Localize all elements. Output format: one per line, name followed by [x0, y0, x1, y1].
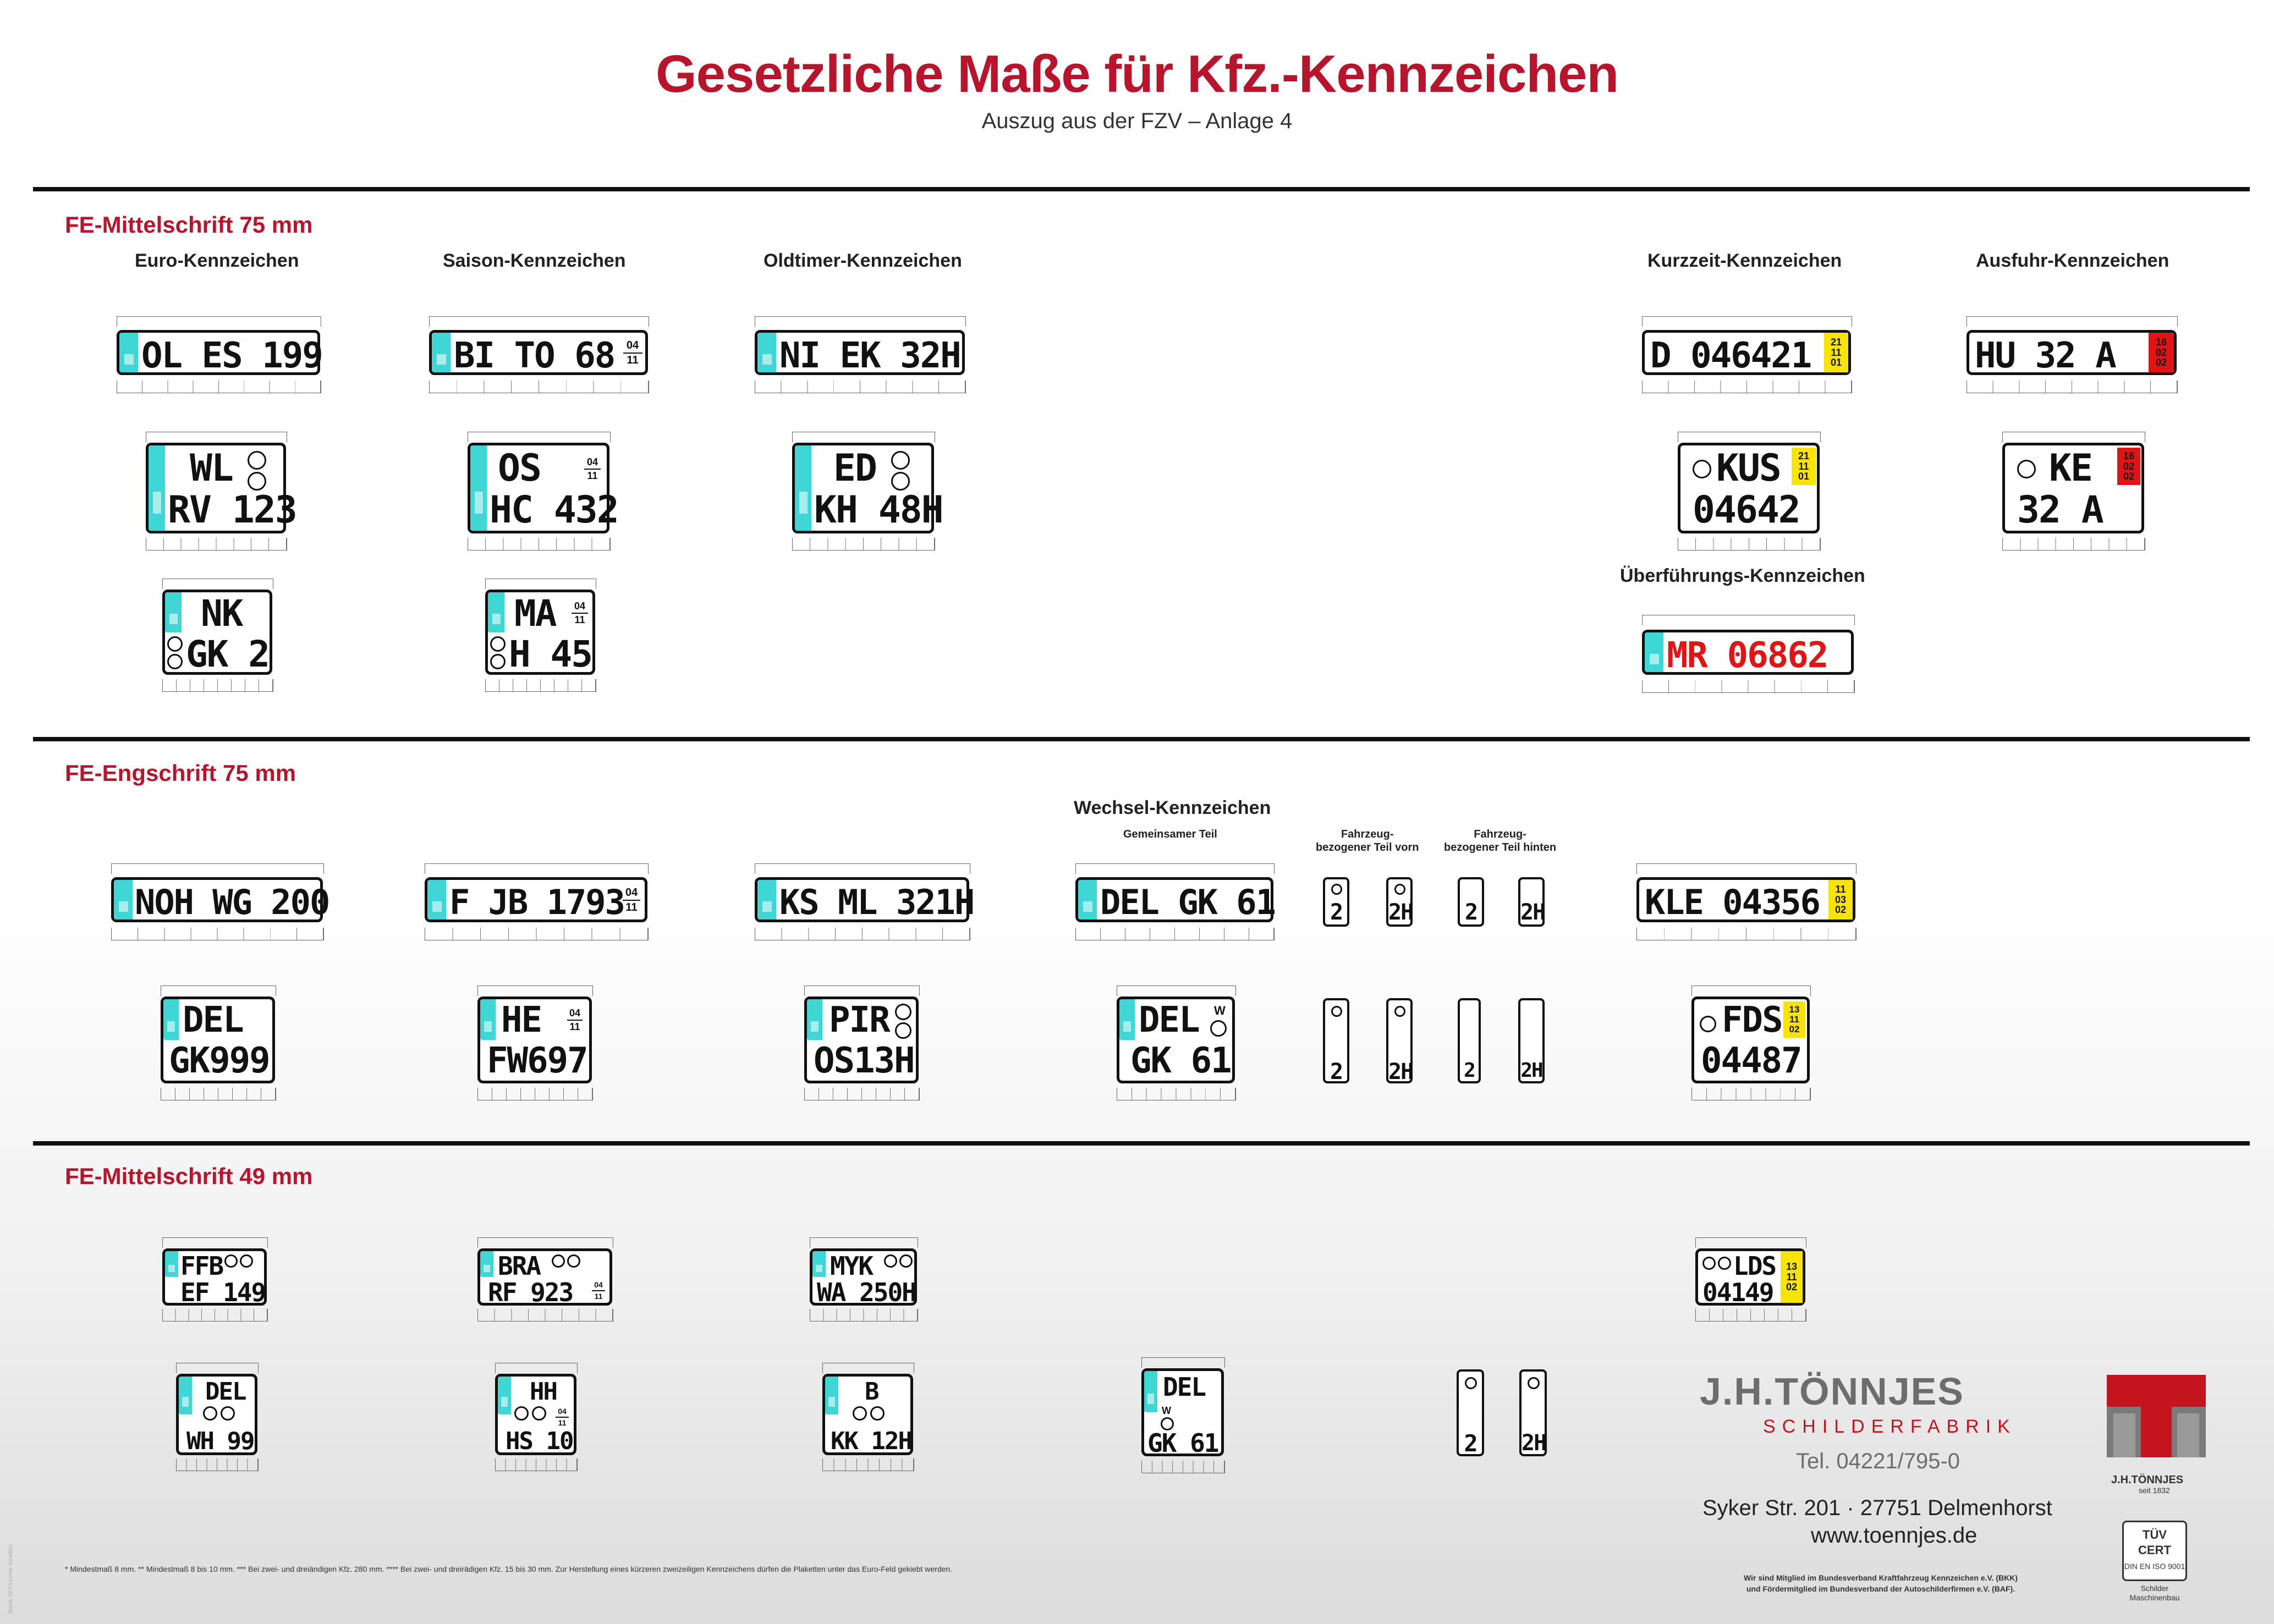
tuv-label: TÜV	[2143, 1528, 2167, 1542]
footnote: * Mindestmaß 8 mm. ** Mindestmaß 8 bis 1…	[65, 1565, 953, 1573]
license-plate-oldtimer-2line: ED KH 48H	[792, 443, 944, 533]
wechsel-vehicle-plate-rear-2-tall: 2	[1458, 998, 1481, 1083]
license-plate-euro-1line: OL ES 199	[117, 330, 323, 375]
wechsel-vehicle-plate-front-2h-tall: 2H	[1386, 998, 1414, 1083]
license-plate-eng-oldtimer: KS ML 321H	[755, 877, 975, 922]
group-title-oldtimer: Oldtimer-Kennzeichen	[764, 250, 962, 271]
license-plate-eng-1: NOH WG 200	[111, 877, 330, 922]
wechsel-vehicle-plate-front-2h: 2H	[1386, 877, 1414, 927]
group-title-ueberfuehrung: Überführungs-Kennzeichen	[1620, 565, 1865, 586]
season-to: 11	[627, 354, 639, 366]
wechsel-49-vehicle-plate-2: 2	[1457, 1369, 1484, 1456]
company-phone: Tel. 04221/795-0	[1796, 1449, 1960, 1473]
license-plate-kurzzeit-2line: KUS 21 11 01 04642	[1678, 443, 1820, 533]
license-plate-49-wechsel: DEL W GK 61	[1141, 1368, 1224, 1456]
company-name: J.H.TÖNNJES	[1700, 1370, 1964, 1413]
group-title-saison: Saison-Kennzeichen	[443, 250, 626, 271]
license-plate-euro-short: NK GK 2	[162, 590, 272, 675]
logo-company-name: J.H.TÖNNJES	[2111, 1474, 2184, 1486]
wechsel-vehicle-plate-rear-2: 2	[1458, 877, 1484, 927]
sideprint: Stand: 02/13 (ohne Gewähr)	[8, 1544, 14, 1614]
section-divider	[33, 1141, 2250, 1146]
license-plate-eng-2line-1: DEL GK999	[161, 997, 275, 1083]
license-plate-kurzzeit-1line: D 046421 21 11 01	[1642, 330, 1851, 375]
group-title-wechsel: Wechsel-Kennzeichen	[1074, 797, 1271, 818]
license-plate-eng-2line-oldtimer: PIR OS13H	[804, 997, 919, 1083]
logo-since: seit 1832	[2139, 1486, 2170, 1495]
wechsel-vehicle-plate-front-2: 2	[1323, 877, 1349, 927]
section-divider	[33, 737, 2250, 741]
page-subtitle: Auszug aus der FZV – Anlage 4	[981, 109, 1293, 133]
group-title-kurzzeit: Kurzzeit-Kennzeichen	[1647, 250, 1842, 271]
tuv-standard: DIN EN ISO 9001	[2124, 1562, 2185, 1571]
section-divider	[33, 187, 2250, 191]
company-website[interactable]: www.toennjes.de	[1811, 1523, 1978, 1548]
license-plate-49-square-saison: HH 04 11 HS 10	[495, 1374, 576, 1455]
group-title-euro: Euro-Kennzeichen	[135, 250, 299, 271]
group-title-ausfuhr: Ausfuhr-Kennzeichen	[1976, 250, 2169, 271]
license-plate-49-square-oldtimer: B KK 12H	[822, 1374, 913, 1455]
tuv-cert-badge	[2122, 1521, 2187, 1581]
group-title-wechsel-rear: Fahrzeug-bezogener Teil hinten	[1444, 828, 1557, 854]
license-plate-eng-kurzzeit: KLE 04356 11 03 02	[1636, 877, 1855, 922]
section-title-1: FE-Mittelschrift 75 mm	[65, 212, 313, 238]
membership-note: Wir sind Mitglied im Bundesverband Kraft…	[1744, 1573, 2018, 1593]
license-plate-saison-1line: BI TO 68 04 11	[429, 330, 648, 375]
tuv-caption: Schilder Maschinenbau	[2129, 1584, 2180, 1602]
section-title-3: FE-Mittelschrift 49 mm	[65, 1163, 313, 1189]
wechsel-49-vehicle-plate-2h: 2H	[1519, 1369, 1547, 1456]
license-plate-oldtimer-1line: NI EK 32H	[755, 330, 965, 375]
license-plate-ausfuhr-2line: KE 16 02 02 32 A	[2002, 443, 2144, 533]
wechsel-vehicle-plate-rear-2h-tall: 2H	[1518, 998, 1545, 1083]
tuv-cert-label: CERT	[2138, 1543, 2171, 1557]
wechsel-vehicle-plate-rear-2h: 2H	[1518, 877, 1546, 927]
license-plate-wechsel-2line: DEL W GK 61	[1117, 997, 1235, 1083]
license-plate-eng-2line-saison: HE 04 11 FW697	[477, 997, 592, 1083]
page-title: Gesetzliche Maße für Kfz.-Kennzeichen	[655, 45, 1619, 103]
license-plate-49-saison: BRA RF 923 04 11	[477, 1248, 612, 1306]
license-plate-wechsel-common: DEL GK 61	[1075, 877, 1276, 922]
license-plate-ausfuhr-1line: HU 32 A 16 02 02	[1967, 330, 2177, 375]
license-plate-49-1: FFB EF 149	[162, 1248, 267, 1306]
toennjes-t-logo	[2107, 1375, 2206, 1457]
season-from: 04	[626, 339, 639, 351]
wechsel-vehicle-plate-front-2-tall: 2	[1323, 998, 1349, 1083]
license-plate-49-kurzzeit: LDS 13 11 02 04149	[1695, 1248, 1805, 1306]
license-plate-49-square-1: DEL WH 99	[176, 1374, 257, 1455]
license-plate-euro-2line: WL RV 123	[146, 443, 298, 533]
license-plate-eng-saison: F JB 1793 04 11	[425, 877, 647, 922]
license-plate-saison-2line: OS 04 11 HC 432	[468, 443, 619, 533]
license-plate-49-oldtimer: MYK WA 250H	[810, 1248, 917, 1306]
company-address: Syker Str. 201 · 27751 Delmenhorst	[1702, 1496, 2052, 1520]
section-title-2: FE-Engschrift 75 mm	[65, 760, 296, 786]
license-plate-saison-short: MA 04 11 H 45	[485, 590, 595, 675]
company-subtitle: SCHILDERFABRIK	[1763, 1416, 2017, 1437]
license-plate-ueberfuehrung: MR 06862	[1642, 630, 1854, 675]
group-title-wechsel-common: Gemeinsamer Teil	[1123, 828, 1217, 840]
license-plate-eng-2line-kurzzeit: FDS 13 11 02 04487	[1691, 997, 1810, 1083]
group-title-wechsel-front: Fahrzeug-bezogener Teil vorn	[1316, 828, 1419, 854]
